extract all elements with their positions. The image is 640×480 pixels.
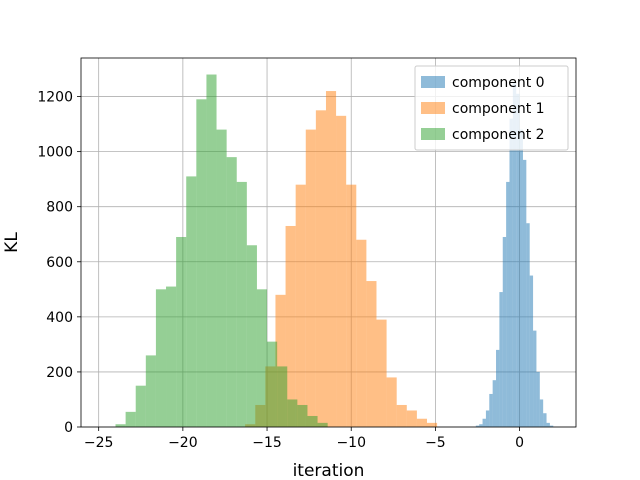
bar-series-2-bin-18	[297, 404, 308, 427]
y-tick-label: 1000	[37, 145, 73, 161]
bar-series-2-bin-13	[246, 245, 257, 427]
bar-series-0-bin-22	[549, 425, 554, 427]
y-axis-label: KL	[2, 232, 22, 253]
bar-series-2-bin-15	[267, 341, 278, 427]
bar-series-1-bin-5	[295, 184, 306, 427]
bar-series-0-bin-12	[516, 93, 520, 427]
bar-series-1-bin-3	[275, 294, 286, 427]
bar-series-0-bin-9	[506, 181, 510, 427]
bar-series-0-bin-1	[479, 424, 483, 427]
bar-series-0-bin-2	[482, 418, 486, 427]
x-tick-label: 0	[515, 435, 524, 451]
bar-series-0-bin-13	[519, 129, 523, 427]
bar-series-1-bin-15	[396, 404, 407, 427]
bar-series-0-bin-16	[529, 275, 534, 427]
x-tick-label: −5	[425, 435, 446, 451]
x-axis-label: iteration	[293, 461, 365, 480]
bar-series-0-bin-17	[533, 330, 537, 427]
bar-series-0-bin-0	[475, 425, 480, 427]
bar-series-0-bin-21	[546, 422, 550, 427]
bar-series-0-bin-18	[536, 371, 540, 427]
bar-series-2-bin-20	[317, 422, 328, 427]
bar-series-1-bin-11	[356, 239, 367, 427]
bar-series-1-bin-12	[366, 281, 377, 427]
bar-series-0-bin-14	[522, 159, 527, 427]
bar-series-2-bin-5	[166, 286, 177, 427]
bar-series-2-bin-3	[145, 355, 156, 427]
bar-series-2-bin-11	[226, 157, 237, 427]
histogram-bars	[115, 74, 554, 428]
bar-series-1-bin-9	[336, 115, 347, 427]
bar-series-1-bin-13	[376, 319, 387, 427]
y-tick-label: 0	[64, 420, 73, 436]
legend-swatch	[421, 128, 445, 140]
x-tick-label: −10	[336, 435, 366, 451]
legend-label: component 1	[452, 101, 545, 117]
y-tick-label: 200	[46, 365, 73, 381]
y-tick-label: 400	[46, 310, 73, 326]
y-tick-label: 1200	[37, 90, 73, 106]
bar-series-0-bin-15	[526, 223, 530, 427]
bar-series-1-bin-8	[325, 91, 337, 428]
bar-series-1-bin-16	[406, 410, 417, 427]
bar-series-2-bin-19	[307, 415, 318, 427]
legend-swatch	[421, 102, 445, 114]
bar-series-0-bin-4	[489, 393, 493, 427]
legend-label: component 0	[452, 75, 545, 91]
bar-series-2-bin-17	[287, 399, 298, 427]
legend-swatch	[421, 76, 445, 88]
bar-series-2-bin-9	[206, 74, 217, 427]
legend: component 0 component 1 component 2	[414, 65, 569, 151]
bar-series-2-bin-8	[196, 99, 207, 427]
bar-series-0-bin-19	[539, 399, 544, 427]
bar-series-1-bin-4	[285, 225, 296, 427]
bar-series-1-bin-7	[315, 110, 326, 427]
legend-label: component 2	[452, 127, 545, 143]
bar-series-2-bin-12	[236, 181, 247, 427]
bar-series-2-bin-1	[125, 411, 136, 427]
x-tick-label: −20	[168, 435, 198, 451]
bar-series-0-bin-20	[543, 413, 547, 427]
y-tick-label: 800	[46, 200, 73, 216]
bar-series-2-bin-7	[186, 176, 197, 427]
plot-frame	[80, 57, 577, 428]
bar-series-2-bin-16	[277, 366, 288, 427]
bar-series-1-bin-6	[305, 129, 316, 427]
bar-series-2-bin-14	[256, 289, 268, 427]
y-tick-label: 600	[46, 255, 73, 271]
bar-series-1-bin-10	[346, 184, 357, 427]
bar-series-2-bin-0	[115, 424, 126, 427]
bar-series-1-bin-14	[386, 377, 397, 427]
bar-series-2-bin-10	[216, 129, 227, 427]
bar-series-0-bin-11	[512, 82, 517, 428]
axis-ticks: −25 −20 −15 −10 −5 0 0 200 400 600 800 1000 1200	[37, 90, 524, 451]
bar-series-2-bin-4	[155, 289, 167, 427]
bar-series-2-bin-6	[176, 236, 187, 427]
bar-series-0-bin-6	[496, 349, 500, 427]
bar-series-0-bin-7	[499, 292, 503, 427]
bar-series-2-bin-2	[135, 385, 146, 427]
bar-series-0-bin-8	[502, 236, 507, 427]
bar-series-1-bin-17	[416, 418, 427, 427]
bar-series-0-bin-5	[492, 380, 497, 427]
legend-box	[414, 65, 569, 151]
x-tick-label: −15	[252, 435, 282, 451]
bar-series-0-bin-10	[509, 118, 513, 427]
x-tick-label: −25	[84, 435, 114, 451]
bar-series-0-bin-3	[485, 410, 490, 427]
bar-series-1-bin-18	[426, 422, 438, 427]
